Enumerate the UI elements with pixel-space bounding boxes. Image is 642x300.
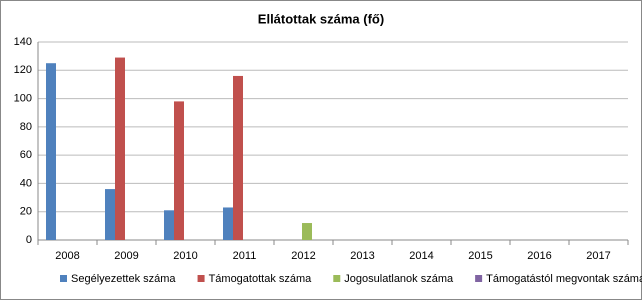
- bar: [115, 57, 125, 240]
- x-tick-label: 2008: [55, 250, 79, 262]
- x-tick-label: 2016: [527, 250, 551, 262]
- y-tick-label: 120: [14, 64, 32, 76]
- bar: [223, 207, 233, 240]
- bar: [233, 75, 243, 240]
- y-tick-label: 20: [20, 206, 32, 218]
- x-tick-label: 2014: [409, 250, 433, 262]
- x-tick-label: 2010: [173, 250, 197, 262]
- legend-label: Támogatástól megvontak száma: [486, 273, 642, 285]
- x-tick-label: 2011: [233, 250, 257, 262]
- y-tick-label: 80: [20, 121, 32, 133]
- x-tick-label: 2009: [114, 250, 138, 262]
- legend-swatch: [333, 275, 341, 282]
- legend-label: Jogosulatlanok száma: [344, 273, 454, 285]
- bar: [46, 63, 56, 240]
- y-tick-label: 140: [14, 36, 32, 48]
- x-tick-label: 2017: [586, 250, 610, 262]
- chart-title: Ellátottak száma (fő): [258, 11, 384, 26]
- bar: [302, 223, 312, 240]
- x-tick-label: 2012: [291, 250, 315, 262]
- bar: [174, 101, 184, 241]
- y-tick-label: 100: [14, 92, 32, 104]
- bar: [105, 189, 115, 240]
- bar: [164, 210, 174, 240]
- legend-swatch: [475, 275, 483, 282]
- y-tick-label: 40: [20, 177, 32, 189]
- x-tick-label: 2013: [350, 250, 374, 262]
- legend-label: Segélyezettek száma: [71, 273, 176, 285]
- legend-swatch: [197, 275, 205, 282]
- y-tick-label: 0: [26, 234, 32, 246]
- legend-label: Támogatottak száma: [209, 273, 313, 285]
- x-tick-label: 2015: [468, 250, 492, 262]
- legend-swatch: [60, 275, 67, 282]
- y-tick-label: 60: [20, 149, 32, 161]
